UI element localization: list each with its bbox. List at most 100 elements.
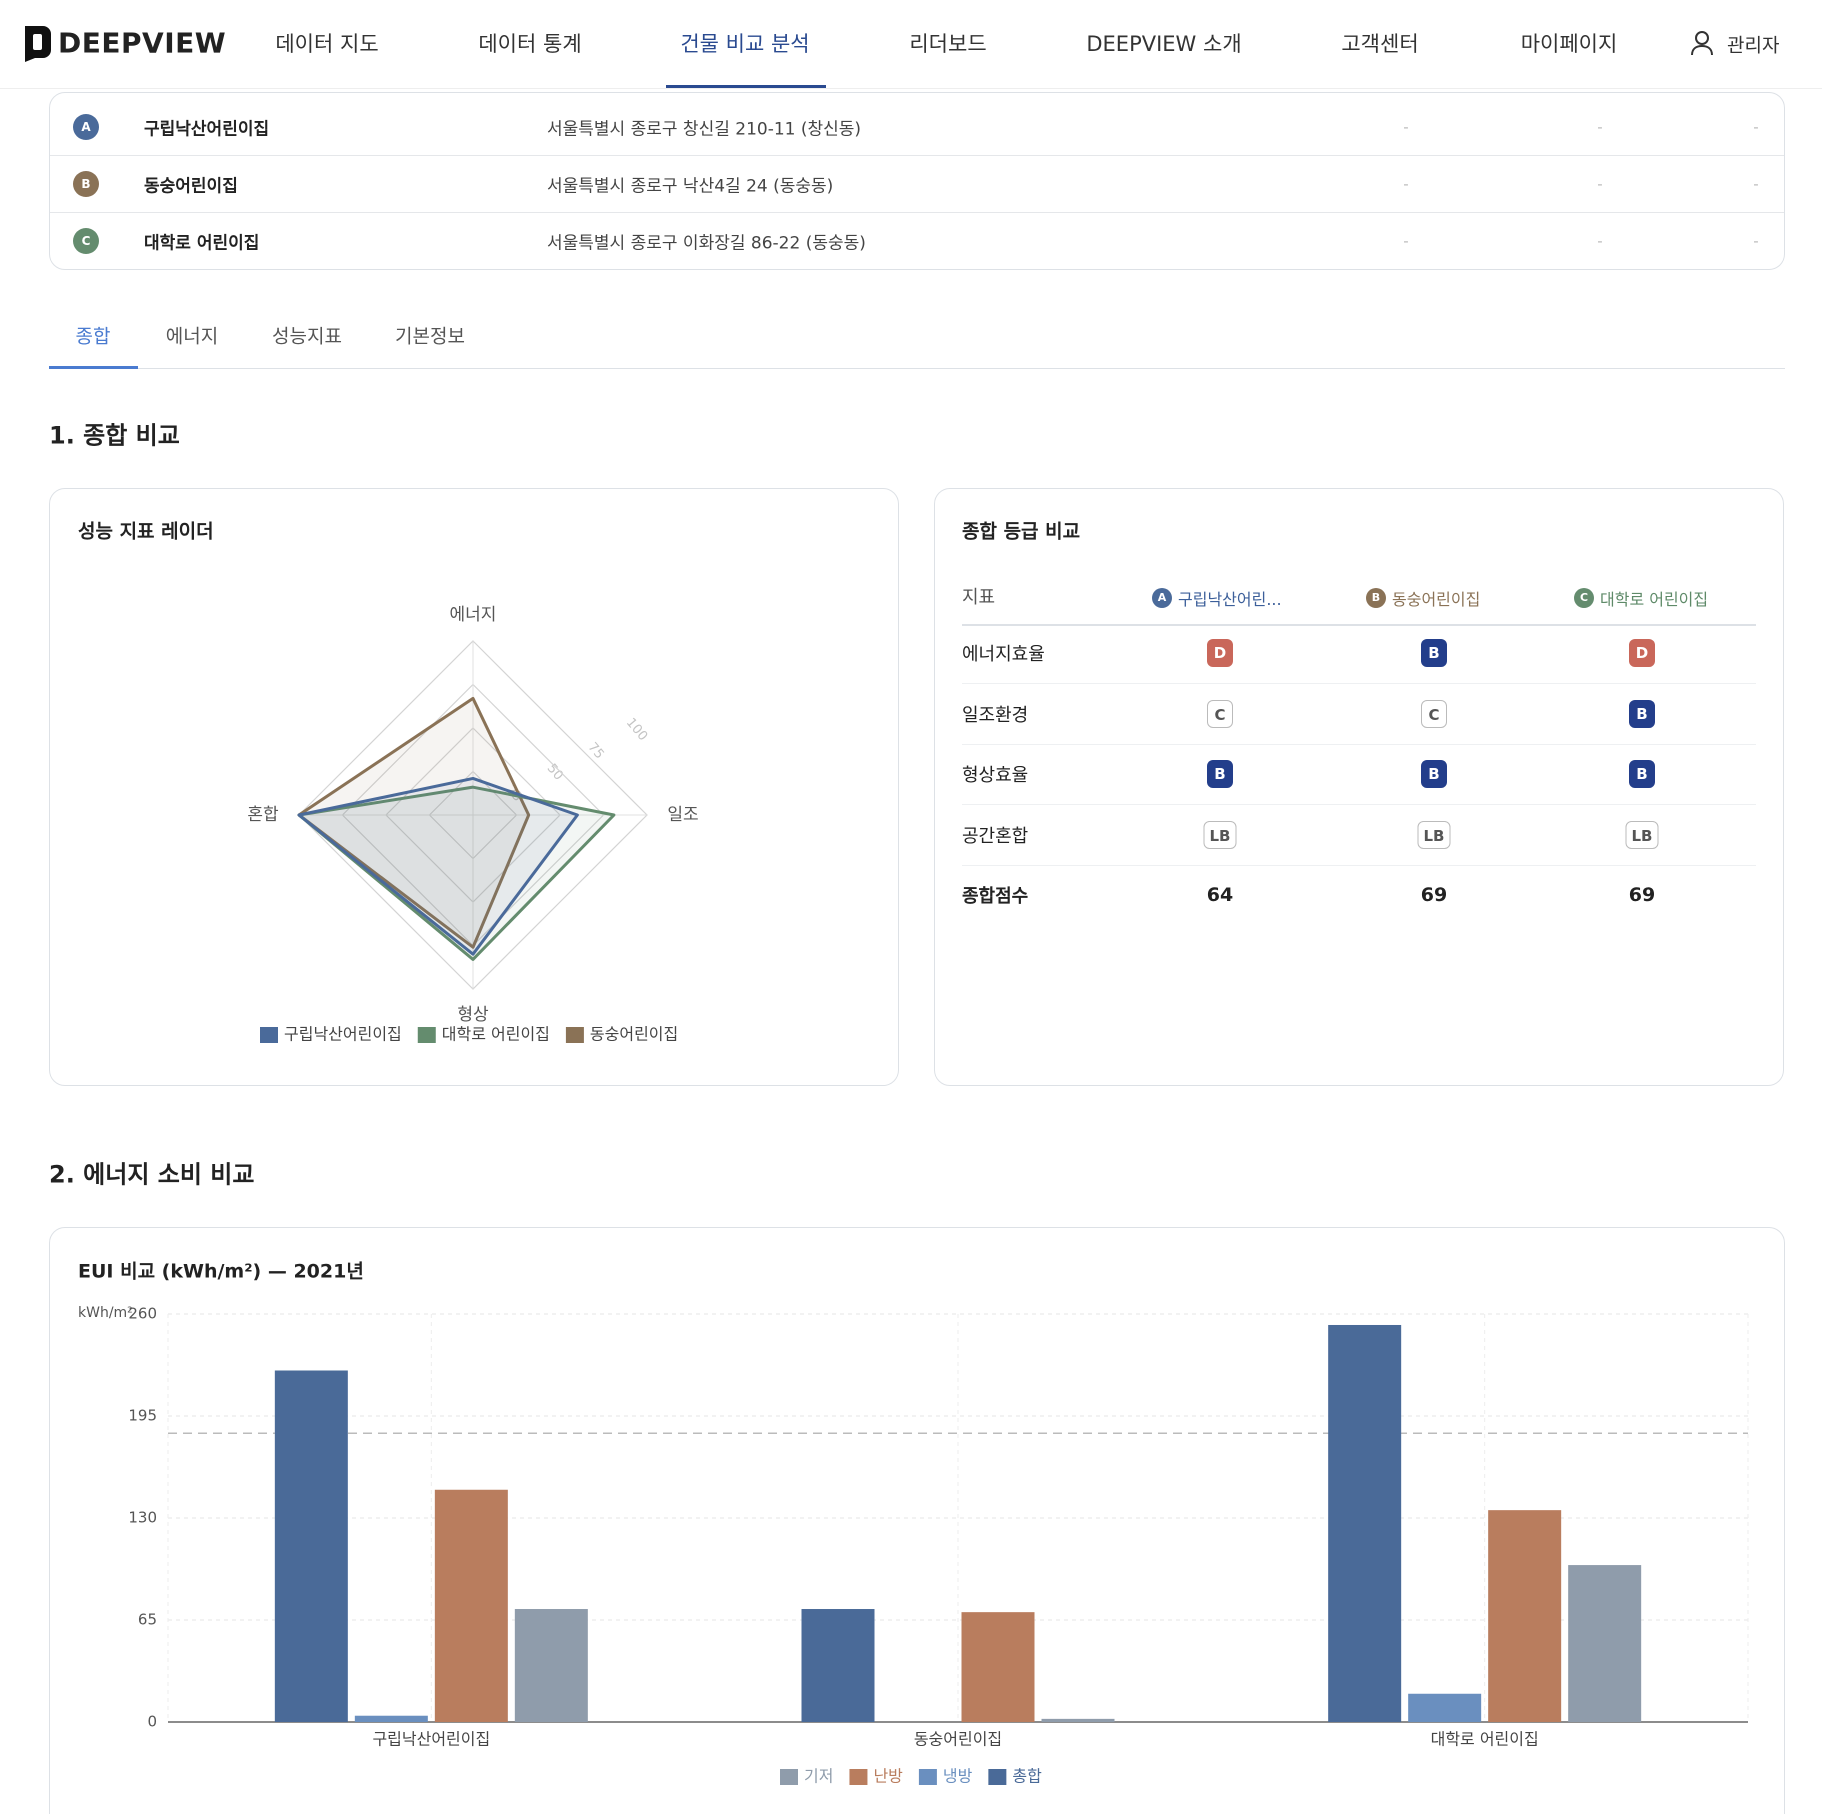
bar (801, 1609, 875, 1722)
legend-swatch (417, 1027, 436, 1043)
axis-label: 에너지 (450, 605, 497, 625)
bar (274, 1370, 348, 1722)
card-title: 종합 등급 비교 (962, 520, 1081, 543)
tab[interactable]: 에너지 (165, 325, 219, 348)
card-title: 성능 지표 레이더 (78, 520, 214, 543)
indicator: 일조환경 (962, 704, 1029, 726)
row-line (962, 804, 1756, 805)
grade-badge: D (1207, 639, 1233, 667)
building-name: 동숭어린이집 (144, 176, 238, 197)
legend-swatch (849, 1769, 868, 1785)
y-tick-label: 195 (128, 1407, 157, 1425)
cell: - (1403, 118, 1409, 136)
cell: - (1597, 175, 1603, 193)
r-tick-label: 75 (585, 740, 607, 762)
cell: - (1753, 232, 1759, 250)
axis-label: 형상 (457, 1005, 489, 1025)
radar-area (297, 776, 579, 956)
table-header: 지표 (962, 587, 996, 608)
bar (354, 1715, 428, 1722)
section-title: 2. 에너지 소비 비교 (49, 1160, 255, 1189)
row-line (962, 743, 1756, 745)
nav-item[interactable]: 건물 비교 분석 (680, 32, 810, 56)
building-address: 서울특별시 종로구 이화장길 86-22 (동숭동) (547, 233, 866, 254)
indicator: 형상효율 (962, 765, 1029, 786)
cell: - (1403, 232, 1409, 250)
cell: - (1597, 118, 1603, 136)
tab-line (49, 368, 1785, 369)
grade-badge: C (1207, 699, 1233, 728)
bar (434, 1489, 508, 1722)
logo-icon (25, 26, 51, 62)
building-badge: C (73, 228, 99, 254)
tab[interactable]: 성능지표 (272, 325, 342, 348)
building-badge: A (73, 114, 99, 140)
legend-label: 냉방 (943, 1767, 973, 1786)
bar (1408, 1693, 1482, 1722)
x-tick-label: 대학로 어린이집 (1431, 1730, 1539, 1749)
legend-label: 구립낙산어린이집 (284, 1025, 402, 1044)
nav-item[interactable]: 고객센터 (1341, 32, 1419, 56)
axis-label: 일조 (667, 805, 698, 825)
radar-area (297, 785, 616, 961)
axis-label: 혼합 (247, 805, 279, 825)
column-name: 대학로 어린이집 (1600, 590, 1709, 609)
grade-badge: C (1421, 699, 1447, 728)
user-icon[interactable] (1690, 30, 1714, 56)
building-card (49, 92, 1785, 270)
legend-label: 난방 (873, 1767, 903, 1786)
grade-badge: D (1629, 639, 1655, 667)
column-name: 동숭어린이집 (1392, 590, 1481, 609)
header-line (962, 624, 1756, 626)
cell: - (1597, 232, 1603, 250)
grade-badge: B (1421, 639, 1447, 667)
nav-item[interactable]: 마이페이지 (1520, 32, 1618, 56)
nav-item[interactable]: DEEPVIEW 소개 (1086, 32, 1242, 56)
y-tick-label: 260 (128, 1305, 157, 1323)
bar (1328, 1324, 1402, 1722)
grade-badge: LB (1625, 820, 1659, 849)
nav-item[interactable]: 리더보드 (909, 32, 987, 56)
nav-item[interactable]: 데이터 통계 (478, 32, 582, 56)
grade-badge: LB (1203, 820, 1237, 849)
building-address: 서울특별시 종로구 낙산4길 24 (동숭동) (547, 176, 834, 197)
total-score: 64 (1206, 884, 1234, 906)
y-tick-label: 65 (138, 1611, 157, 1629)
section-title: 1. 종합 비교 (49, 421, 180, 450)
nav-item[interactable]: 데이터 지도 (275, 32, 379, 56)
x-tick-label: 구립낙산어린이집 (372, 1730, 490, 1749)
row-line (962, 683, 1756, 684)
building-badge: B (73, 171, 99, 197)
legend-swatch (918, 1769, 937, 1785)
legend-label: 동숭어린이집 (590, 1025, 678, 1044)
tab[interactable]: 기본정보 (395, 325, 465, 348)
r-tick-label: 50 (544, 761, 566, 783)
grade-badge: LB (1417, 820, 1451, 849)
total-score: 69 (1420, 884, 1448, 906)
y-axis-unit: kWh/m² (78, 1305, 133, 1321)
r-tick-label: 100 (623, 715, 650, 744)
total-score: 69 (1628, 884, 1656, 906)
cell: - (1753, 175, 1759, 193)
tab[interactable]: 종합 (75, 325, 111, 348)
nav-active-underline (666, 85, 826, 88)
legend-label: 기저 (804, 1767, 833, 1786)
legend-label: 총합 (1012, 1767, 1042, 1786)
column-badge: C (1574, 588, 1594, 608)
legend-swatch (260, 1027, 278, 1043)
indicator: 에너지효율 (962, 644, 1045, 665)
indicator: 공간혼합 (962, 825, 1029, 847)
bar (1488, 1510, 1562, 1722)
radar-area (297, 696, 531, 949)
legend-swatch (988, 1769, 1007, 1785)
user-name[interactable]: 관리자 (1727, 34, 1780, 57)
x-tick-label: 동숭어린이집 (914, 1730, 1002, 1749)
y-tick-label: 130 (128, 1509, 157, 1527)
cell: - (1403, 175, 1409, 193)
bar (514, 1609, 588, 1722)
nav-bar (0, 0, 1822, 89)
column-badge: B (1366, 588, 1386, 608)
tab-active-underline (49, 366, 138, 369)
grade-badge: B (1629, 760, 1655, 788)
